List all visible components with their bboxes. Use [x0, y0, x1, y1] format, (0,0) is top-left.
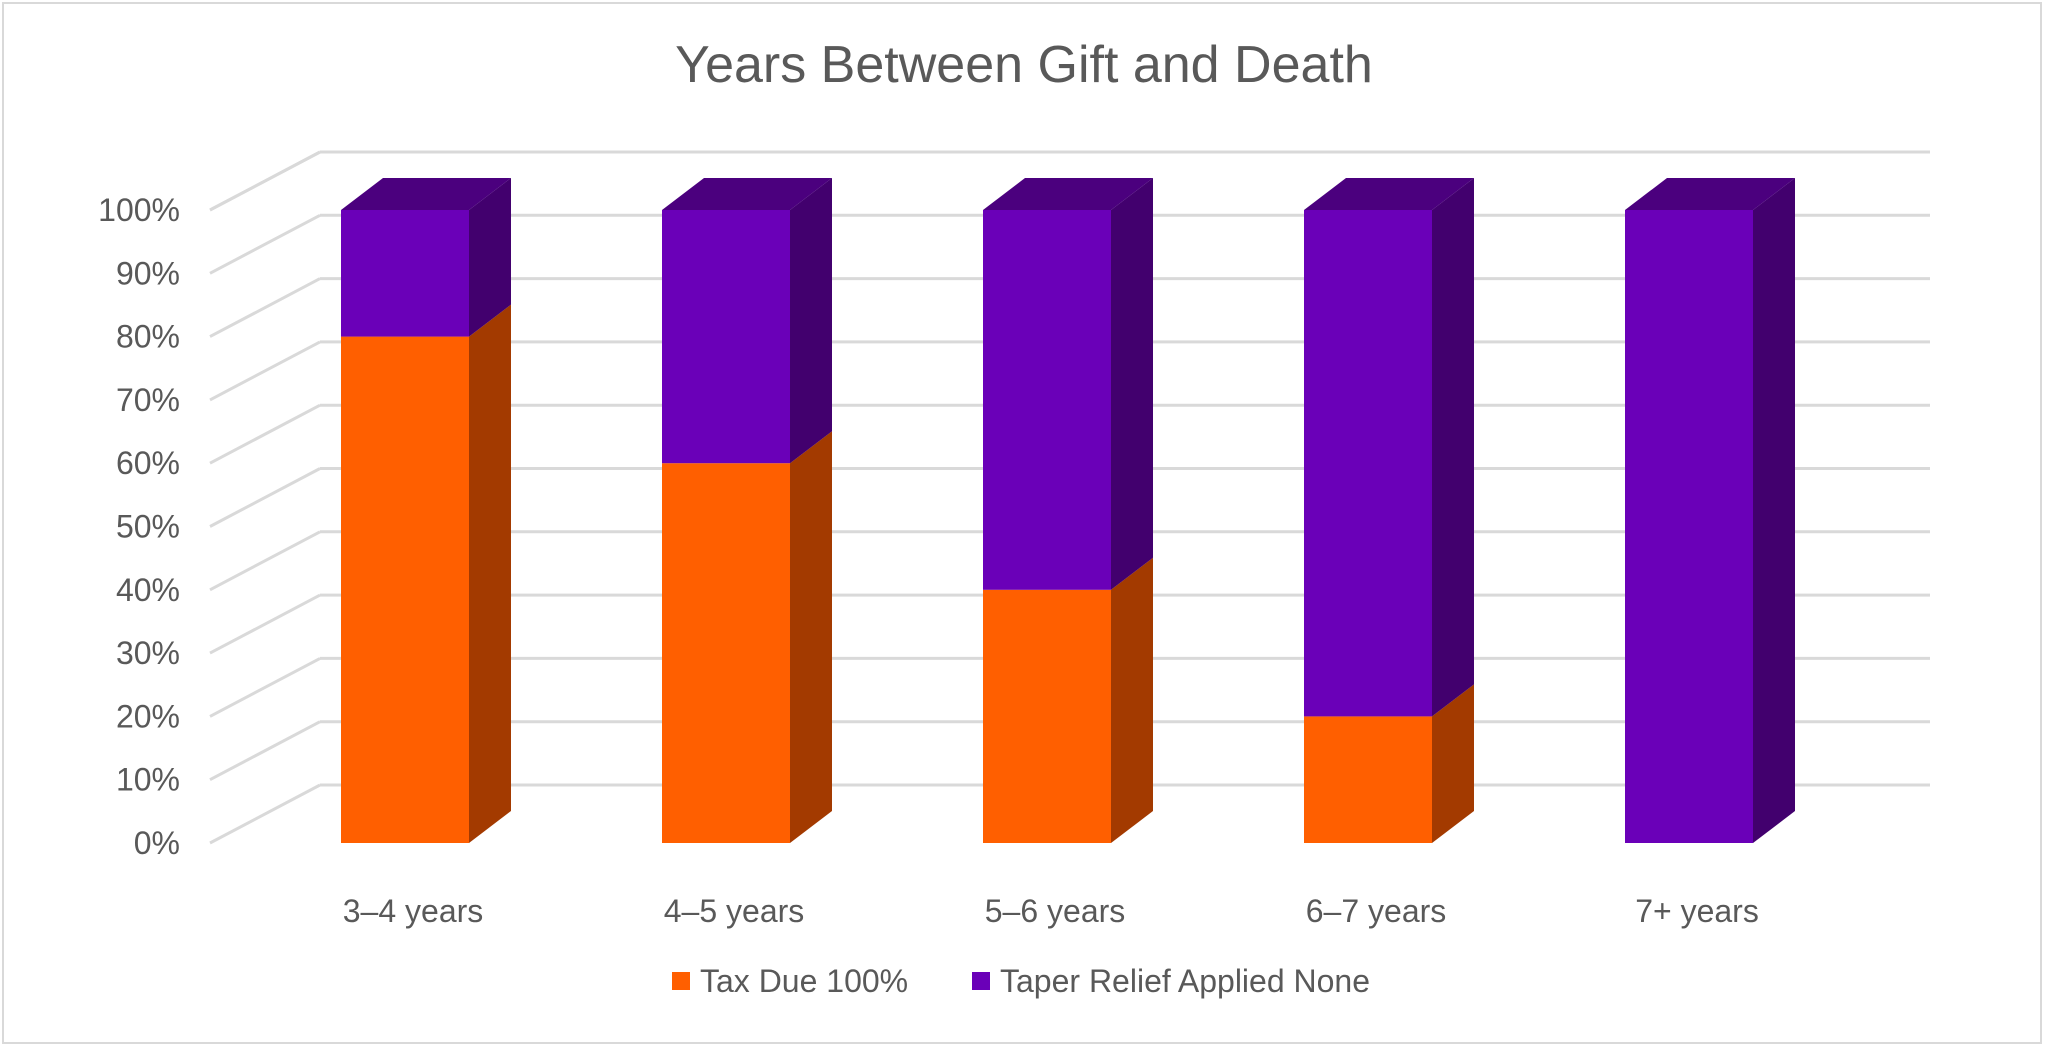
- y-tick-label: 30%: [116, 635, 180, 671]
- gridline-side: [209, 213, 321, 275]
- bar-segment-side: [1111, 557, 1153, 843]
- bar-top: [341, 178, 511, 210]
- bar-top: [983, 178, 1153, 210]
- x-tick-label: 6–7 years: [1306, 893, 1447, 929]
- bar-segment-side: [469, 178, 511, 337]
- y-tick-label: 10%: [116, 762, 180, 798]
- y-tick-label: 70%: [116, 382, 180, 418]
- legend-swatch: [972, 972, 990, 990]
- y-tick-label: 90%: [116, 255, 180, 291]
- gridline-side: [209, 403, 321, 465]
- bar-segment-side: [1432, 178, 1474, 717]
- y-tick-label: 50%: [116, 509, 180, 545]
- bar-segment: [662, 463, 790, 843]
- bar-stack: [341, 178, 511, 844]
- bar-segment-side: [790, 431, 832, 843]
- bar-segment: [662, 210, 790, 464]
- legend: Tax Due 100% Taper Relief Applied None: [672, 963, 1370, 999]
- legend-label: Taper Relief Applied None: [1000, 963, 1370, 999]
- gridline-side: [209, 783, 321, 845]
- x-axis: 3–4 years 4–5 years 5–6 years 6–7 years 7+ y…: [343, 893, 1759, 929]
- bar-stack: [1304, 178, 1474, 843]
- x-tick-label: 3–4 years: [343, 893, 484, 929]
- y-tick-label: 80%: [116, 319, 180, 355]
- x-tick-label: 4–5 years: [664, 893, 805, 929]
- gridline-side: [209, 150, 321, 212]
- bar-segment: [1304, 210, 1432, 717]
- gridline-side: [209, 467, 321, 528]
- bar-segment-side: [1753, 178, 1795, 843]
- legend-swatch: [672, 972, 690, 990]
- y-tick-label: 40%: [116, 572, 180, 608]
- bar-segment: [1304, 716, 1432, 843]
- gridline-side: [209, 530, 321, 592]
- bar-stack: [1625, 178, 1795, 843]
- y-tick-label: 100%: [98, 192, 180, 228]
- x-tick-label: 5–6 years: [985, 893, 1126, 929]
- y-tick-label: 0%: [134, 825, 180, 861]
- bar-stack: [662, 178, 832, 843]
- x-tick-label: 7+ years: [1635, 893, 1759, 929]
- bar-segment: [341, 336, 469, 843]
- bar-segment-side: [1111, 178, 1153, 590]
- bars: [341, 178, 1795, 844]
- y-tick-label: 60%: [116, 445, 180, 481]
- gridline-side: [209, 277, 321, 338]
- gridline-side: [209, 340, 321, 402]
- bar-stack: [983, 178, 1153, 843]
- bar-segment-side: [469, 304, 511, 844]
- gridline-side: [209, 657, 321, 718]
- gridline-side: [209, 593, 321, 655]
- y-axis: 0% 10% 20% 30% 40% 50% 60% 70% 80% 90% 100%: [98, 192, 180, 861]
- bar-top: [662, 178, 832, 210]
- legend-label: Tax Due 100%: [700, 963, 908, 999]
- bar-top: [1304, 178, 1474, 210]
- bar-segment: [1625, 210, 1753, 843]
- bar-segment: [341, 210, 469, 337]
- bar-segment-side: [1432, 684, 1474, 843]
- bar-segment: [983, 589, 1111, 843]
- bar-segment-side: [790, 178, 832, 464]
- bar-top: [1625, 178, 1795, 210]
- y-tick-label: 20%: [116, 698, 180, 734]
- bar-segment: [983, 210, 1111, 590]
- chart-title: Years Between Gift and Death: [675, 36, 1373, 94]
- gridline-side: [209, 720, 321, 782]
